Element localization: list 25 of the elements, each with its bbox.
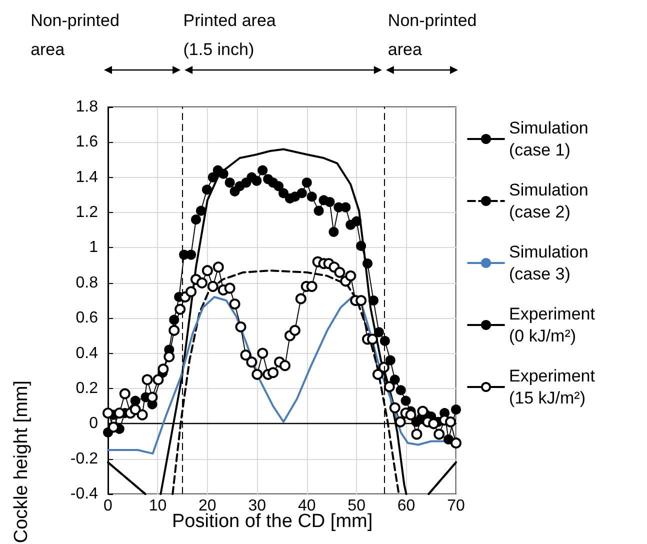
x-tick-label: 60 — [397, 498, 416, 514]
y-tick-label: 1.2 — [76, 204, 98, 222]
text: Printed area (1.5 inch) — [183, 11, 276, 59]
y-tick-label: 0.4 — [76, 344, 98, 362]
y-tick-label: 0 — [89, 415, 98, 432]
x-tick-label: 70 — [447, 498, 465, 514]
y-tick-label: 0.6 — [76, 310, 98, 327]
x-tick-label: 0 — [104, 498, 113, 514]
y-tick-label: 1 — [89, 239, 98, 256]
y-tick-label: 1.8 — [76, 98, 98, 116]
x-tick-label: 10 — [148, 498, 167, 514]
legend-label: Simulation (case 2) — [509, 180, 588, 222]
legend-label: Simulation (case 3) — [509, 242, 588, 284]
y-tick-label: -0.2 — [70, 450, 98, 468]
y-tick-label: 1.4 — [76, 168, 98, 186]
legend-label: Simulation (case 1) — [509, 118, 588, 160]
text: Non-printed area — [30, 11, 120, 59]
legend-label: Experiment (0 kJ/m²) — [509, 304, 596, 346]
text: Non-printed area — [388, 11, 477, 59]
legend-label: Experiment (15 kJ/m²) — [509, 366, 596, 408]
y-tick-label: -0.4 — [70, 486, 98, 502]
y-axis-title: Cockle height [mm] — [11, 380, 32, 544]
y-tick-label: 0.8 — [76, 274, 98, 292]
y-tick-label: 1.6 — [76, 134, 98, 151]
y-tick-label: 0.2 — [76, 380, 98, 397]
